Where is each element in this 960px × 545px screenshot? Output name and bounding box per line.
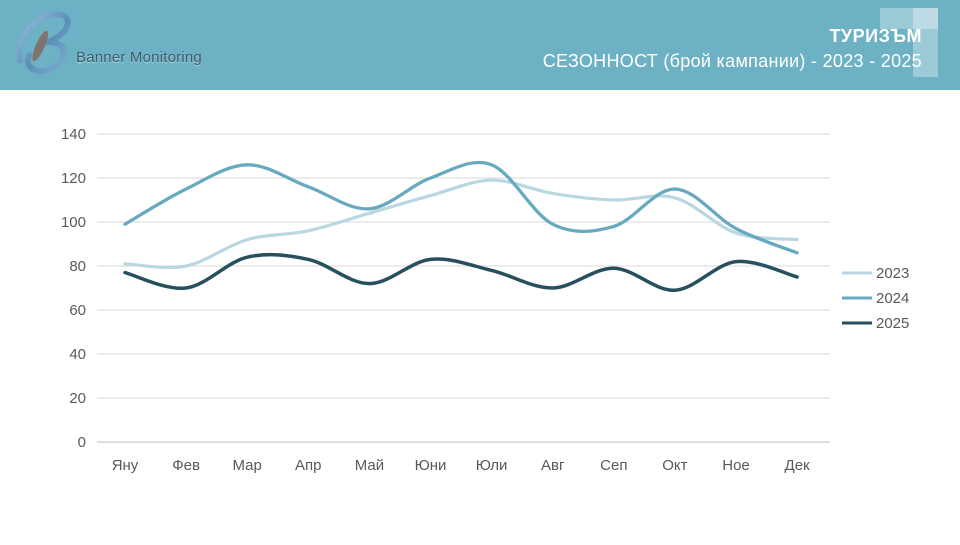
y-tick-label: 140	[61, 126, 86, 143]
y-tick-label: 60	[69, 302, 86, 319]
y-tick-label: 120	[61, 170, 86, 187]
corner-decoration-horizontal	[880, 8, 938, 29]
x-tick-label: Сеп	[600, 457, 627, 474]
x-tick-label: Юни	[415, 457, 447, 474]
chart-area: 0 20 40 60 80 100 120 140 Яну Фев Мар Апр Май Юни Юли А…	[0, 90, 960, 545]
x-tick-label: Фев	[172, 457, 200, 474]
x-tick-label: Яну	[112, 457, 139, 474]
header-bar: Banner Monitoring ТУРИЗЪМ СЕЗОННОСТ (бро…	[0, 0, 960, 90]
legend-item-2024: 2024	[842, 290, 909, 307]
legend-label-2025: 2025	[876, 315, 909, 332]
x-tick-label: Мар	[233, 457, 262, 474]
page-title: ТУРИЗЪМ	[829, 26, 922, 46]
series-line-2023	[123, 178, 799, 270]
x-tick-label: Авг	[541, 457, 565, 474]
brand: Banner Monitoring	[14, 4, 202, 84]
y-tick-label: 0	[78, 434, 86, 451]
y-tick-label: 40	[69, 346, 86, 363]
legend-label-2024: 2024	[876, 290, 909, 307]
x-tick-label: Апр	[295, 457, 321, 474]
corner-decoration-icon	[878, 8, 938, 78]
header-titles: ТУРИЗЪМ СЕЗОННОСТ (брой кампании) - 2023…	[543, 24, 922, 74]
brand-logo-icon	[16, 11, 71, 75]
x-tick-label: Окт	[662, 457, 687, 474]
legend-label-2023: 2023	[876, 265, 909, 282]
x-tick-label: Юли	[476, 457, 508, 474]
series-line-2025	[123, 252, 799, 292]
y-tick-label: 100	[61, 214, 86, 231]
legend-item-2023: 2023	[842, 265, 909, 282]
y-tick-label: 20	[69, 390, 86, 407]
x-tick-label: Ное	[722, 457, 750, 474]
corner-decoration-vertical	[913, 8, 938, 77]
seasonality-line-chart: 0 20 40 60 80 100 120 140 Яну Фев Мар Апр Май Юни Юли А…	[61, 126, 909, 474]
x-tick-label: Май	[355, 457, 384, 474]
page-subtitle: СЕЗОННОСТ (брой кампании) - 2023 - 2025	[542, 51, 922, 71]
legend-item-2025: 2025	[842, 315, 909, 332]
y-tick-label: 80	[69, 258, 86, 275]
series-line-2024	[123, 160, 799, 255]
brand-name: Banner Monitoring	[76, 49, 202, 66]
x-tick-label: Дек	[785, 457, 811, 474]
